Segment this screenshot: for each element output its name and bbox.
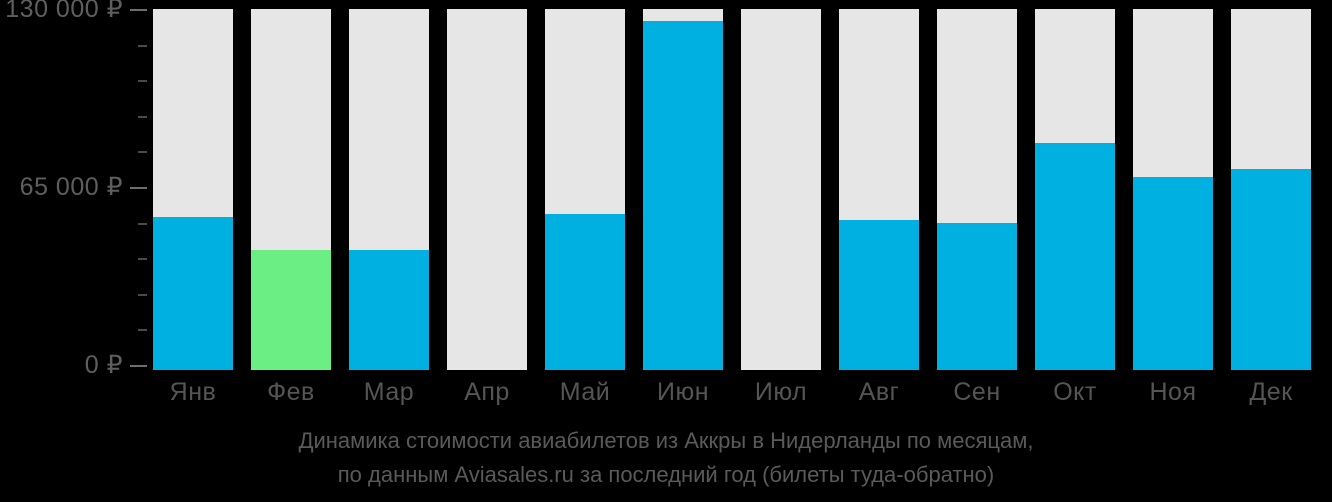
y-axis: 0 ₽ 65 000 ₽ 130 000 ₽ [0,0,153,379]
chart-caption: Динамика стоимости авиабилетов из Аккры … [0,424,1332,492]
bar-fill [1035,143,1115,370]
x-label-апр: Апр [464,378,510,406]
bar-июн[interactable] [643,0,723,370]
bar-track [741,9,821,370]
x-label-июл: Июл [754,378,808,406]
bar-фев[interactable] [251,0,331,370]
x-label-сен: Сен [953,378,1001,406]
y-tick-minor [138,293,147,296]
bar-chart-plot-area: 0 ₽ 65 000 ₽ 130 000 ₽ [0,0,1311,379]
y-tick-minor [138,222,147,225]
y-tick-minor [138,329,147,332]
bar-окт[interactable] [1035,0,1115,370]
x-label-июн: Июн [656,378,710,406]
bar-дек[interactable] [1231,0,1311,370]
bar-fill [349,250,429,370]
bar-fill [937,223,1017,370]
x-label-дек: Дек [1249,378,1293,406]
bar-май[interactable] [545,0,625,370]
bar-fill [251,250,331,370]
y-tick-major [130,365,147,367]
x-label-ноя: Ноя [1149,378,1197,406]
y-tick-major [130,187,147,189]
y-tick-minor [138,44,147,47]
x-axis-month-labels: Янв Фев Мар Апр Май Июн Июл Авг Сен Окт Ноя Дек [0,370,1332,420]
x-label-авг: Авг [858,378,900,406]
bar-авг[interactable] [839,0,919,370]
y-tick-label: 0 ₽ [84,351,123,379]
caption-line-2: по данным Aviasales.ru за последний год … [337,462,995,487]
y-tick-minor [138,258,147,261]
x-label-окт: Окт [1053,378,1097,406]
bar-fill [1133,177,1213,370]
bar-fill [153,217,233,370]
bar-fill [1231,169,1311,370]
bar-fill [643,21,723,370]
x-label-мар: Мар [363,378,415,406]
bar-fill [545,214,625,370]
caption-line-1: Динамика стоимости авиабилетов из Аккры … [298,428,1034,453]
x-label-май: Май [559,378,611,406]
y-tick-major [130,9,147,11]
bar-fill [839,220,919,370]
bar-апр[interactable] [447,0,527,370]
bar-янв[interactable] [153,0,233,370]
bar-сен[interactable] [937,0,1017,370]
bar-ноя[interactable] [1133,0,1213,370]
y-tick-label: 65 000 ₽ [19,173,123,201]
x-label-фев: Фев [267,378,315,406]
bar-июл[interactable] [741,0,821,370]
bar-мар[interactable] [349,0,429,370]
y-tick-minor [138,80,147,83]
y-tick-label: 130 000 ₽ [5,0,123,23]
y-tick-minor [138,115,147,118]
y-tick-minor [138,151,147,154]
x-label-янв: Янв [169,378,217,406]
bar-track [447,9,527,370]
